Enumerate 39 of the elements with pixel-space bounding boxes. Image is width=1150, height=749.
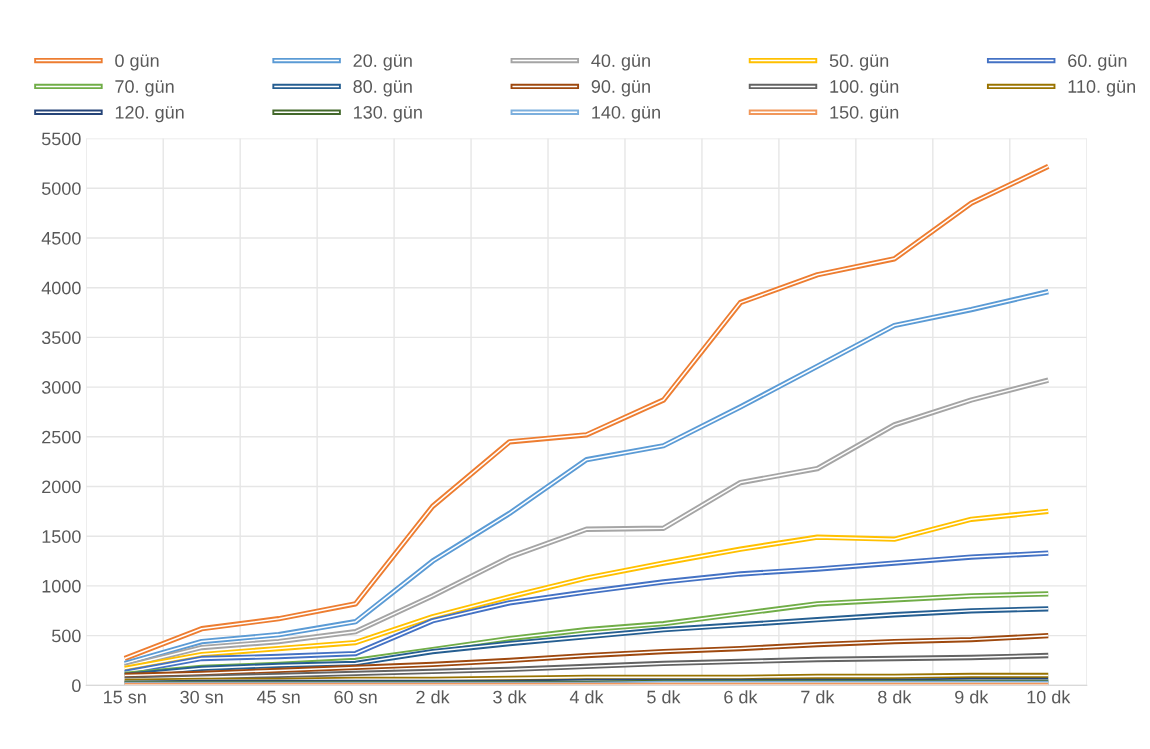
x-tick-label: 8 dk bbox=[878, 690, 912, 704]
legend-label: 50. gün bbox=[829, 54, 889, 71]
x-tick-label: 9 dk bbox=[955, 690, 989, 704]
y-tick-label: 2500 bbox=[42, 430, 81, 444]
y-tick-label: 3500 bbox=[41, 331, 81, 345]
y-tick-label: 500 bbox=[51, 629, 81, 643]
y-tick-label: 5000 bbox=[41, 182, 81, 195]
x-tick-label: 4 dk bbox=[569, 690, 604, 704]
y-tick-label: 4000 bbox=[41, 281, 81, 295]
x-tick-label: 10 dk bbox=[1027, 690, 1071, 704]
y-tick-label: 1000 bbox=[42, 579, 81, 593]
legend-label: 140. gün bbox=[592, 105, 660, 123]
x-tick-label: 45 sn bbox=[256, 690, 300, 704]
y-tick-label: 2000 bbox=[42, 480, 81, 494]
legend-label: 40. gün bbox=[591, 54, 650, 71]
legend-label: 110. gün bbox=[1068, 80, 1136, 97]
legend-label: 0 gün bbox=[115, 54, 159, 71]
y-tick-label: 3000 bbox=[41, 381, 81, 394]
x-tick-label: 6 dk bbox=[724, 690, 758, 704]
x-tick-label: 60 sn bbox=[334, 690, 377, 704]
x-tick-label: 30 sn bbox=[180, 690, 223, 704]
y-tick-label: 4500 bbox=[41, 231, 81, 245]
x-tick-label: 2 dk bbox=[416, 690, 450, 704]
legend-label: 120. gün bbox=[115, 105, 184, 123]
legend-label: 80. gün bbox=[353, 80, 412, 97]
x-tick-label: 7 dk bbox=[801, 690, 835, 704]
legend-label: 90. gün bbox=[591, 80, 650, 97]
y-tick-label: 0 bbox=[72, 679, 81, 693]
legend-label: 100. gün bbox=[830, 80, 899, 97]
legend-label: 130. gün bbox=[354, 105, 422, 123]
y-tick-label: 5500 bbox=[41, 132, 81, 146]
x-tick-label: 15 sn bbox=[104, 690, 146, 704]
legend-label: 150. gün bbox=[830, 105, 899, 123]
legend-label: 70. gün bbox=[115, 80, 174, 97]
y-tick-label: 1500 bbox=[42, 530, 81, 543]
x-tick-label: 3 dk bbox=[493, 690, 527, 704]
legend-label: 60. gün bbox=[1068, 54, 1127, 71]
legend-label: 20. gün bbox=[353, 54, 412, 71]
x-tick-label: 5 dk bbox=[647, 690, 681, 704]
